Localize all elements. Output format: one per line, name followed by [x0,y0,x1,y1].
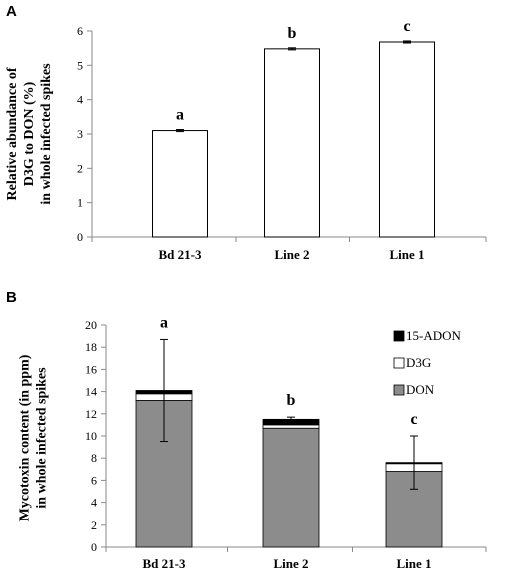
significance-letter: a [176,107,184,124]
bar-d3g-segment [262,424,320,429]
significance-letter: c [403,18,410,35]
bar-don-segment [262,427,320,548]
y-tick-label: 0 [91,540,97,554]
y-tick-label: 20 [85,318,97,332]
y-tick-label: 4 [77,93,83,107]
y-axis-label: Mycotoxin content (in ppm) in whole infec… [18,354,50,521]
y-tick-label: 16 [85,362,97,376]
bar [379,41,435,238]
y-tick-label: 18 [85,340,97,354]
panel-letter: A [6,3,17,20]
y-axis-label-line: D3G to DON (%) [22,81,37,186]
x-tick-label: Line 2 [274,247,309,262]
y-axis-label-line: in whole infected spikes [39,63,54,205]
legend-label: DON [406,382,435,397]
x-tick-label: Bd 21-3 [159,247,202,262]
y-tick-label: 4 [91,496,97,510]
y-tick-label: 10 [85,429,97,443]
y-axis-label-line: Relative abundance of [5,67,20,200]
y-axis-label: Relative abundance of D3G to DON (%) in wh… [5,63,54,205]
bar [264,48,320,238]
panel-b-chart: B 0 2 4 6 8 10 12 14 16 18 20 Mycotoxin content (in … [6,289,487,571]
x-tick-label: Line 2 [273,556,308,571]
y-tick-label: 2 [91,518,97,532]
legend-label: D3G [406,355,431,370]
x-tick-label: Bd 21-3 [143,556,186,571]
legend-label: 15-ADON [406,328,461,343]
x-tick-label: Line 1 [396,556,431,571]
y-axis-label-line: Mycotoxin content (in ppm) [18,354,33,521]
legend-swatch [393,357,405,369]
y-tick-label: 3 [77,127,83,141]
y-tick-label: 6 [77,24,83,38]
y-tick-label: 14 [85,385,97,399]
y-tick-label: 2 [77,161,83,175]
significance-letter: c [410,411,417,428]
legend-swatch [393,384,405,396]
y-tick-label: 5 [77,58,83,72]
bar [152,130,208,238]
y-tick-label: 0 [77,230,83,244]
y-tick-label: 6 [91,473,97,487]
legend: 15-ADON D3G DON [393,328,461,397]
significance-letter: b [287,392,296,409]
y-tick-label: 1 [77,196,83,210]
significance-letter: a [160,314,168,331]
x-tick-label: Line 1 [389,247,424,262]
significance-letter: b [288,25,297,42]
y-axis-label-line: in whole infected spikes [35,367,50,509]
legend-swatch [393,330,405,342]
y-tick-label: 8 [91,451,97,465]
panel-a-chart: A 0 1 2 3 4 5 6 Relative abundance of D3G to DON … [5,3,487,262]
y-tick-label: 12 [85,407,97,421]
panel-letter: B [6,289,17,306]
